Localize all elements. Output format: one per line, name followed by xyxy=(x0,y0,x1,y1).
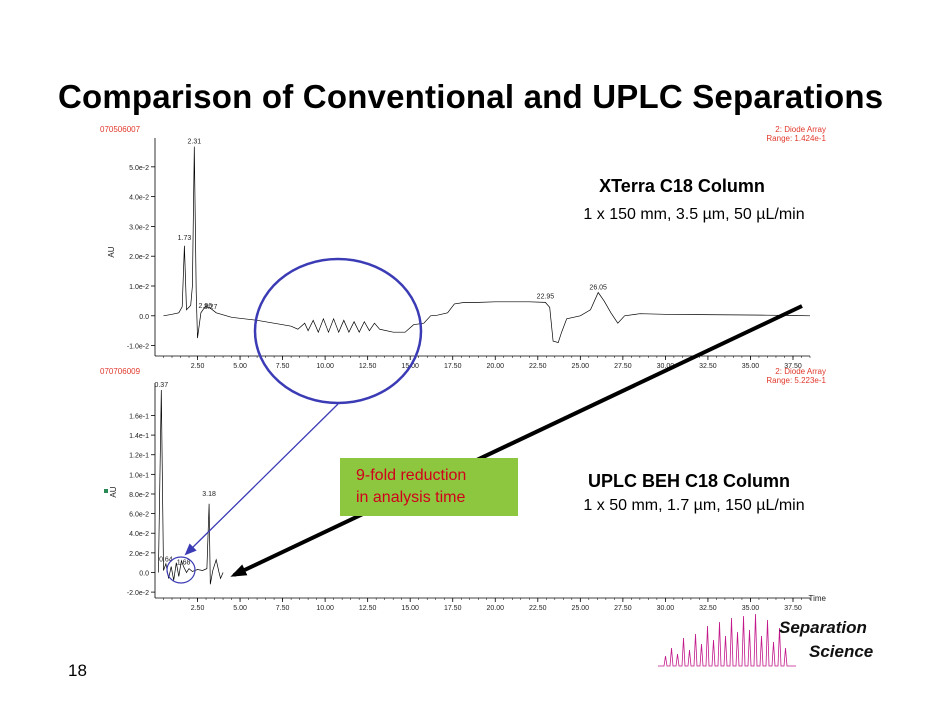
peak-label: 1.73 xyxy=(178,235,192,242)
y-tick-label: 3.0e-2 xyxy=(129,224,149,231)
x-tick-label: 22.50 xyxy=(529,605,547,612)
x-tick-label: 5.00 xyxy=(233,363,247,370)
y-tick-label: -1.0e-2 xyxy=(127,344,149,351)
peak-label: 26.05 xyxy=(589,285,607,292)
logo-text-separation: Separation xyxy=(779,618,867,637)
x-tick-label: 7.50 xyxy=(276,363,290,370)
x-tick-label: 30.00 xyxy=(657,363,675,370)
peak-label: 0.37 xyxy=(154,382,168,389)
y-tick-label: 4.0e-2 xyxy=(129,195,149,202)
peak-label: 2.31 xyxy=(187,139,201,146)
x-tick-label: 10.00 xyxy=(316,363,334,370)
reduction-callout-line2: in analysis time xyxy=(356,489,465,506)
detector-label: 2: Diode Array xyxy=(775,125,826,134)
y-axis-label: AU xyxy=(107,246,116,257)
y-tick-label: 1.2e-1 xyxy=(129,453,149,460)
y-tick-label: 8.0e-2 xyxy=(129,492,149,499)
x-tick-label: 37.50 xyxy=(784,363,802,370)
x-axis-label: Time xyxy=(809,594,827,603)
x-tick-label: 5.00 xyxy=(233,605,247,612)
black-pointer-arrow xyxy=(230,304,803,577)
x-tick-label: 12.50 xyxy=(359,363,377,370)
x-tick-label: 15.00 xyxy=(401,605,419,612)
x-tick-label: 27.50 xyxy=(614,363,632,370)
logo-text-science: Science xyxy=(809,642,874,661)
bottom-chromatogram: 070706009 2: Diode Array Range: 5.223e-1… xyxy=(100,367,827,612)
run-id-label: 070506007 xyxy=(100,125,141,134)
y-tick-label: 2.0e-2 xyxy=(129,254,149,261)
reduction-callout-box xyxy=(340,458,518,516)
y-tick-label: 1.0e-2 xyxy=(129,284,149,291)
x-tick-label: 32.50 xyxy=(699,363,717,370)
y-tick-label: 5.0e-2 xyxy=(129,165,149,172)
y-tick-label: 1.6e-1 xyxy=(129,413,149,420)
y-tick-label: 2.0e-2 xyxy=(129,551,149,558)
x-tick-label: 32.50 xyxy=(699,605,717,612)
x-tick-label: 25.00 xyxy=(572,363,590,370)
peak-label: 22.95 xyxy=(537,293,555,300)
x-tick-label: 2.50 xyxy=(191,363,205,370)
highlight-ellipse xyxy=(253,257,423,405)
x-tick-label: 7.50 xyxy=(276,605,290,612)
peak-label: 3.18 xyxy=(202,491,216,498)
x-tick-label: 35.00 xyxy=(742,363,760,370)
y-tick-label: 1.0e-1 xyxy=(129,472,149,479)
run-id-label: 070706009 xyxy=(100,367,141,376)
top-chromatogram: 070506007 2: Diode Array Range: 1.424e-1… xyxy=(100,125,827,370)
blue-pointer-arrow xyxy=(184,403,339,556)
uplc-region-ellipse xyxy=(166,556,196,584)
uplc-column-spec: 1 x 50 mm, 1.7 µm, 150 µL/min xyxy=(583,497,804,514)
x-tick-label: 30.00 xyxy=(657,605,675,612)
x-tick-label: 12.50 xyxy=(359,605,377,612)
detector-label: 2: Diode Array xyxy=(775,367,826,376)
x-tick-label: 27.50 xyxy=(614,605,632,612)
reduction-callout-line1: 9-fold reduction xyxy=(356,467,466,484)
range-label: Range: 5.223e-1 xyxy=(766,376,826,385)
peak-label: 2.96 xyxy=(199,303,213,310)
x-tick-label: 25.00 xyxy=(572,605,590,612)
xterra-column-spec: 1 x 150 mm, 3.5 µm, 50 µL/min xyxy=(583,206,804,223)
peak-label: 1.68 xyxy=(177,560,191,567)
x-tick-label: 17.50 xyxy=(444,363,462,370)
y-tick-label: 4.0e-2 xyxy=(129,531,149,538)
legend-marker xyxy=(104,489,108,493)
y-tick-label: 0.0 xyxy=(139,314,149,321)
reduction-callout: 9-fold reduction in analysis time xyxy=(340,458,518,516)
y-tick-label: 0.0 xyxy=(139,570,149,577)
y-tick-label: 6.0e-2 xyxy=(129,512,149,519)
top-trace-line xyxy=(163,146,811,344)
x-tick-label: 17.50 xyxy=(444,605,462,612)
y-axis-label: AU xyxy=(109,486,118,497)
x-tick-label: 20.00 xyxy=(486,363,504,370)
logo-chromatogram-graphic xyxy=(658,613,796,667)
x-tick-label: 20.00 xyxy=(486,605,504,612)
y-tick-label: -2.0e-2 xyxy=(127,590,149,597)
slide-title: Comparison of Conventional and UPLC Sepa… xyxy=(58,78,884,115)
peak-label: 3.27 xyxy=(204,304,218,311)
xterra-column-title: XTerra C18 Column xyxy=(599,176,765,196)
x-tick-label: 22.50 xyxy=(529,363,547,370)
x-tick-label: 2.50 xyxy=(191,605,205,612)
y-tick-label: 1.4e-1 xyxy=(129,433,149,440)
page-number: 18 xyxy=(68,661,87,680)
range-label: Range: 1.424e-1 xyxy=(766,134,826,143)
peak-label: 0.64 xyxy=(159,557,173,564)
bottom-trace-line xyxy=(158,389,224,585)
x-tick-label: 10.00 xyxy=(316,605,334,612)
uplc-column-title: UPLC BEH C18 Column xyxy=(588,471,790,491)
x-tick-label: 35.00 xyxy=(742,605,760,612)
x-tick-label: 37.50 xyxy=(784,605,802,612)
